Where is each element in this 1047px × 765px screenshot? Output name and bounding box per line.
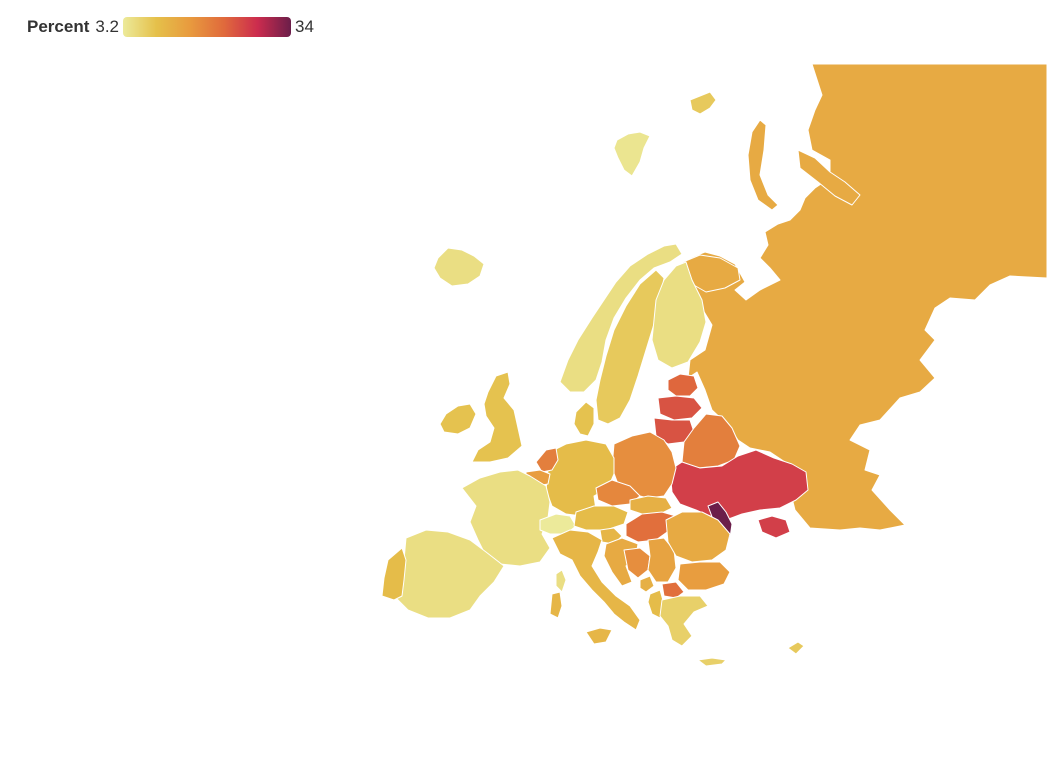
region-novaya-zemlya-north[interactable] <box>797 149 861 206</box>
legend-color-scale <box>123 17 292 37</box>
region-sardinia[interactable] <box>549 591 563 619</box>
legend-min-label: 3.2 <box>95 17 120 36</box>
legend: Percent 3.2 34 <box>27 15 314 39</box>
region-corsica[interactable] <box>555 569 567 593</box>
region-crete[interactable] <box>697 657 727 667</box>
region-austria[interactable] <box>573 505 629 531</box>
region-north-macedonia[interactable] <box>661 581 685 599</box>
region-ireland[interactable] <box>439 403 477 435</box>
legend-title: Percent <box>27 17 90 36</box>
region-sweden[interactable] <box>595 269 665 425</box>
region-bulgaria[interactable] <box>677 561 731 591</box>
region-franz-josef[interactable] <box>689 91 717 115</box>
region-uk[interactable] <box>471 371 523 463</box>
legend-max-label: 34 <box>295 17 314 36</box>
region-france[interactable] <box>461 469 551 567</box>
region-cyprus[interactable] <box>787 641 805 655</box>
region-latvia[interactable] <box>657 395 703 421</box>
region-estonia[interactable] <box>667 373 699 397</box>
region-sicily[interactable] <box>585 627 613 645</box>
region-romania[interactable] <box>665 511 731 563</box>
region-iceland[interactable] <box>433 247 485 287</box>
region-greece[interactable] <box>659 595 709 647</box>
region-finland[interactable] <box>651 261 707 369</box>
region-portugal[interactable] <box>381 547 407 601</box>
region-albania[interactable] <box>647 589 665 619</box>
region-denmark[interactable] <box>573 401 595 437</box>
region-slovakia[interactable] <box>629 495 673 515</box>
region-svalbard[interactable] <box>613 131 651 177</box>
region-italy[interactable] <box>551 529 641 631</box>
region-montenegro[interactable] <box>639 575 655 593</box>
region-norway[interactable] <box>559 243 683 393</box>
region-novaya-zemlya[interactable] <box>747 119 779 211</box>
region-crimea[interactable] <box>757 515 791 539</box>
region-ukraine[interactable] <box>669 449 809 521</box>
region-serbia[interactable] <box>647 537 677 583</box>
